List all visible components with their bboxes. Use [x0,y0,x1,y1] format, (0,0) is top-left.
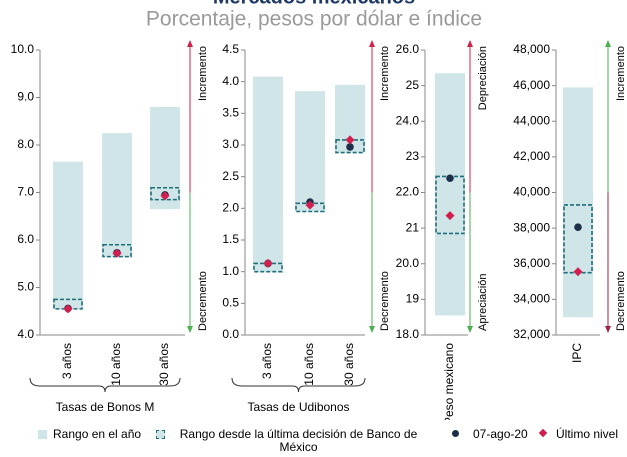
y-tick-label: 40,000 [513,185,550,199]
last-marker [112,248,122,258]
arrow-label: Decremento [197,271,209,331]
legend-label: Rango desde la última decisión de Banco … [179,427,418,454]
legend-marker [156,430,165,439]
y-tick-label: 21 [406,220,420,234]
ago-dot [574,223,582,232]
group-brace [29,377,181,393]
y-tick-label: 34,000 [513,292,550,306]
x-tick-label: 10 años [109,343,123,386]
arrow-label: Depreciación [477,46,489,110]
y-tick-label: 4.0 [17,327,34,341]
group-label: Tasas de Udibonos [247,400,349,414]
x-tick-label: Peso mexicano [442,343,456,420]
arrow-head [605,40,611,47]
chart-title: Mercados mexicanos [213,0,415,8]
y-tick-label: 22.0 [396,185,420,199]
legend-item: Último nivel [538,427,619,441]
y-tick-label: 2.0 [222,201,239,215]
y-tick-label: 3.5 [222,106,239,120]
range-bar [102,133,132,257]
last-marker [573,267,583,277]
legend-item: Rango en el año [38,428,148,441]
x-tick-label: 10 años [302,343,316,386]
y-tick-label: 8.0 [17,137,34,151]
arrow-head [369,326,375,333]
legend-label: Último nivel [556,427,619,441]
last-marker [345,135,355,145]
y-tick-label: 1.0 [222,264,239,278]
y-tick-label: 25 [406,78,420,92]
arrow-head [605,326,611,333]
range-bar [295,91,325,212]
y-tick-label: 36,000 [513,256,550,270]
y-tick-label: 4.5 [222,42,239,56]
y-tick-label: 48,000 [513,42,550,56]
y-tick-label: 38,000 [513,220,550,234]
legend-marker [38,430,47,439]
arrow-label: Decremento [379,271,391,331]
x-tick-label: 30 años [342,343,356,386]
y-tick-label: 1.5 [222,232,239,246]
last-marker [160,191,170,201]
last-marker [263,258,273,268]
arrow-head [369,40,375,47]
ago-dot [346,143,354,151]
y-tick-label: 18.0 [396,327,420,341]
decision-box [563,204,593,274]
arrow-head [467,326,473,333]
y-tick-label: 32,000 [513,327,550,341]
y-tick-label: 3.0 [222,137,239,151]
y-tick-label: 23 [406,149,420,163]
y-tick-label: 46,000 [513,78,550,92]
legend-marker [538,428,548,438]
decision-box [435,175,465,235]
y-tick-label: 19 [406,292,420,306]
y-tick-label: 24.0 [396,113,420,127]
y-tick-label: 44,000 [513,113,550,127]
y-tick-label: 6.0 [17,232,34,246]
y-tick-label: 9.0 [17,90,34,104]
arrow-label: Incremento [615,46,627,101]
legend-marker [452,430,459,437]
last-marker [445,211,455,221]
range-bar [253,76,283,269]
y-tick-label: 7.0 [17,185,34,199]
y-tick-label: 0.5 [222,296,239,310]
arrow-label: Apreciación [477,274,489,331]
x-tick-label: 3 años [260,343,274,379]
arrow-head [187,326,193,333]
chart: Mercados mexicanos Porcentaje, pesos por… [11,0,627,420]
legend-label: 07-ago-20 [473,427,528,441]
y-tick-label: 26.0 [396,42,420,56]
group-brace [231,377,366,393]
y-tick-label: 20.0 [396,256,420,270]
y-tick-label: 5.0 [17,280,34,294]
last-marker [63,304,73,314]
y-tick-label: 10.0 [11,42,35,56]
arrow-label: Incremento [379,46,391,101]
legend-label: Rango en el año [53,427,142,441]
arrow-head [187,40,193,47]
range-bar [53,161,83,309]
arrow-label: Decremento [615,271,627,331]
arrow-head [467,40,473,47]
y-tick-label: 42,000 [513,149,550,163]
y-tick-label: 2.5 [222,169,239,183]
legend-item: Rango desde la última decisión de Banco … [156,428,426,454]
y-tick-label: 0.0 [222,327,239,341]
y-tick-label: 4.0 [222,74,239,88]
range-bar [563,87,593,318]
last-marker [305,200,315,210]
x-tick-label: 30 años [157,343,171,386]
x-tick-label: 3 años [60,343,74,379]
group-label: Tasas de Bonos M [56,400,155,414]
ago-dot [446,174,454,183]
arrow-label: Incremento [197,46,209,101]
x-tick-label: IPC [570,343,584,363]
chart-subtitle: Porcentaje, pesos por dólar e índice [146,8,482,31]
legend-item: 07-ago-20 [452,428,528,441]
